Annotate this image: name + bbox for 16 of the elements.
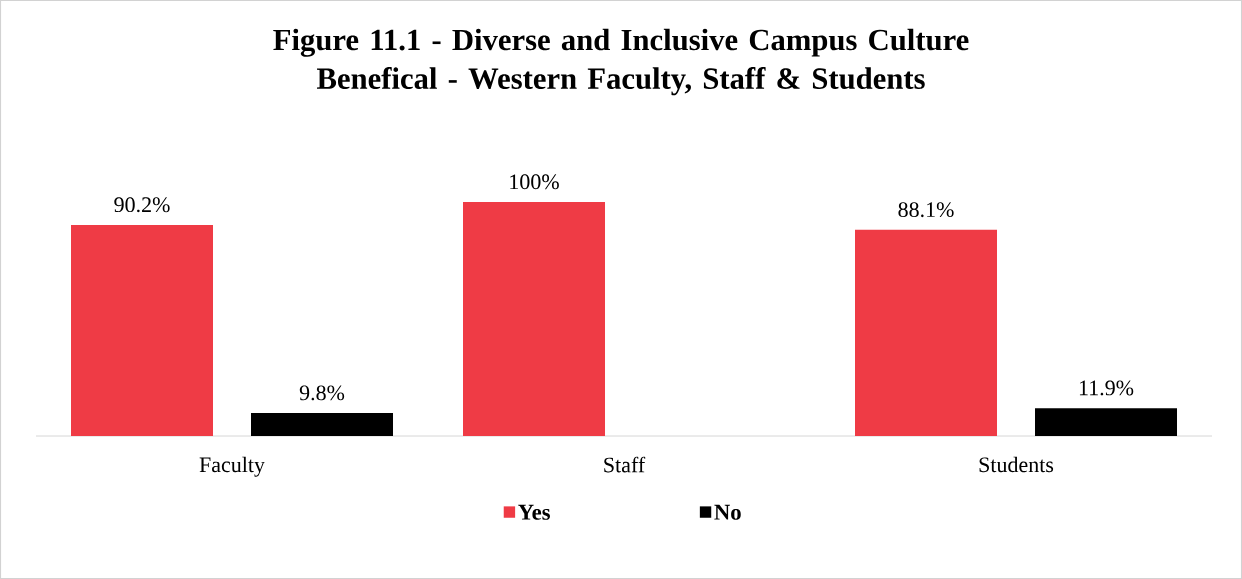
data-label: 88.1% [898, 202, 954, 218]
x-tick-label: Faculty [199, 456, 265, 477]
data-label: 100% [510, 174, 559, 190]
legend-label: Yes [518, 504, 550, 520]
data-label: 9.8% [299, 385, 345, 401]
bar [855, 229, 997, 436]
bar [251, 413, 394, 436]
data-label: 90.2% [114, 197, 170, 213]
bar [71, 224, 213, 436]
x-tick-label: Staff [604, 456, 646, 473]
chart-title: Figure 11.1 - Diverse and Inclusive Campus Culture Benefical - Western Faculty, Staff & Students [273, 28, 969, 96]
bar [463, 202, 606, 436]
legend-label: No [714, 504, 741, 520]
bar [1035, 408, 1178, 436]
x-tick-label: Students [979, 456, 1054, 473]
data-label: 11.9% [1079, 380, 1134, 396]
